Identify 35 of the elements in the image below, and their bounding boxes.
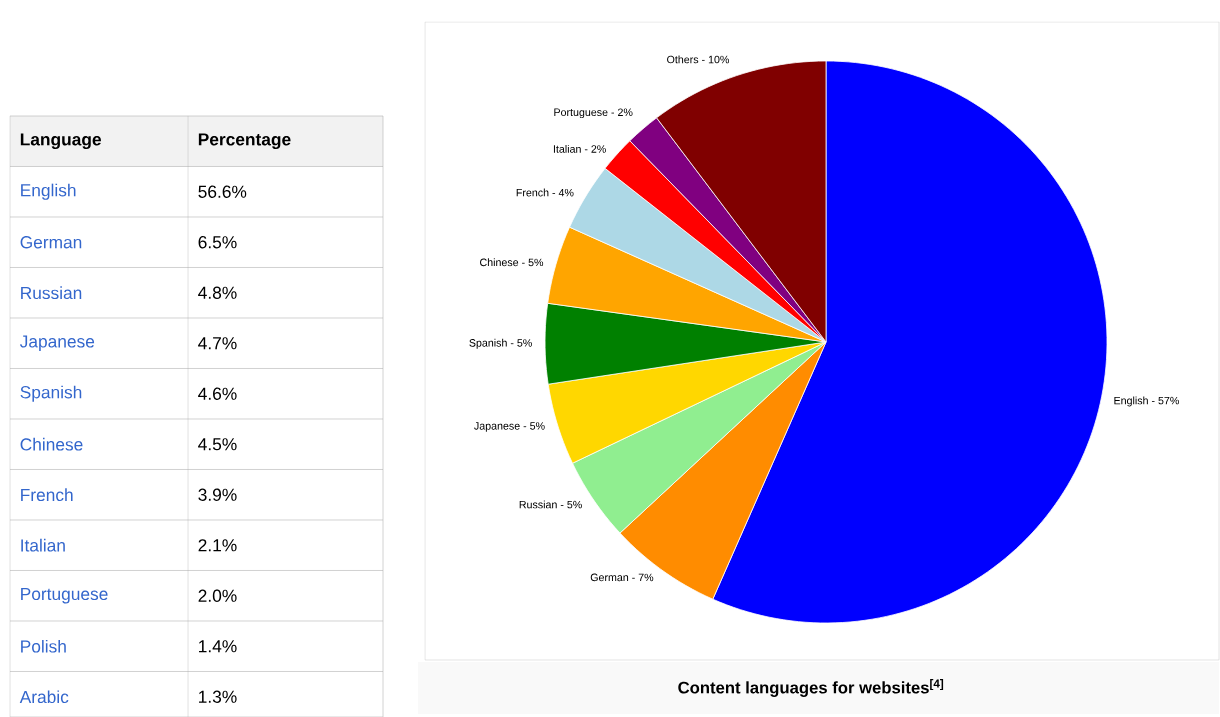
text: Language [20, 133, 101, 149]
data-label: 4.5% [198, 438, 237, 451]
slice-label: Japanese - 5% [474, 422, 545, 432]
data-label: 3.9% [198, 488, 237, 501]
slice-label: Italian - 2% [553, 144, 606, 153]
slice-label: Chinese - 5% [480, 258, 544, 267]
data-label: 56.6% [198, 185, 247, 198]
category-label: Arabic [19, 690, 69, 703]
text: Content languages for websites$^{[4]}$ [678, 678, 944, 697]
category-label: English [21, 183, 76, 200]
text: Percentage [198, 133, 291, 149]
category-label: Chinese [20, 437, 83, 451]
category-label: Portuguese [21, 587, 108, 604]
slice-label: German - 7% [590, 573, 654, 582]
category-label: Japanese [19, 335, 95, 351]
data-label: 2.0% [198, 589, 237, 602]
category-label: German [20, 235, 82, 249]
slice-label: Others - 10% [667, 55, 730, 64]
data-label: 2.1% [198, 539, 237, 552]
slice-label: Portuguese - 2% [554, 108, 633, 118]
category-label: Russian [21, 286, 82, 299]
slice-label: Russian - 5% [519, 500, 582, 509]
data-label: 4.6% [198, 387, 237, 400]
data-label: 6.5% [198, 235, 237, 249]
category-label: Spanish [20, 385, 82, 402]
slice-label: French - 4% [516, 188, 574, 197]
data-label: 4.8% [198, 286, 237, 299]
slice-label: English - 57% [1114, 396, 1179, 407]
data-label: 1.4% [199, 640, 237, 653]
category-label: Polish [21, 639, 66, 653]
category-label: French [21, 488, 73, 501]
category-label: Italian [21, 538, 65, 552]
data-label: 1.3% [199, 690, 237, 703]
slice-label: Spanish - 5% [469, 338, 532, 349]
data-label: 4.7% [198, 337, 237, 350]
